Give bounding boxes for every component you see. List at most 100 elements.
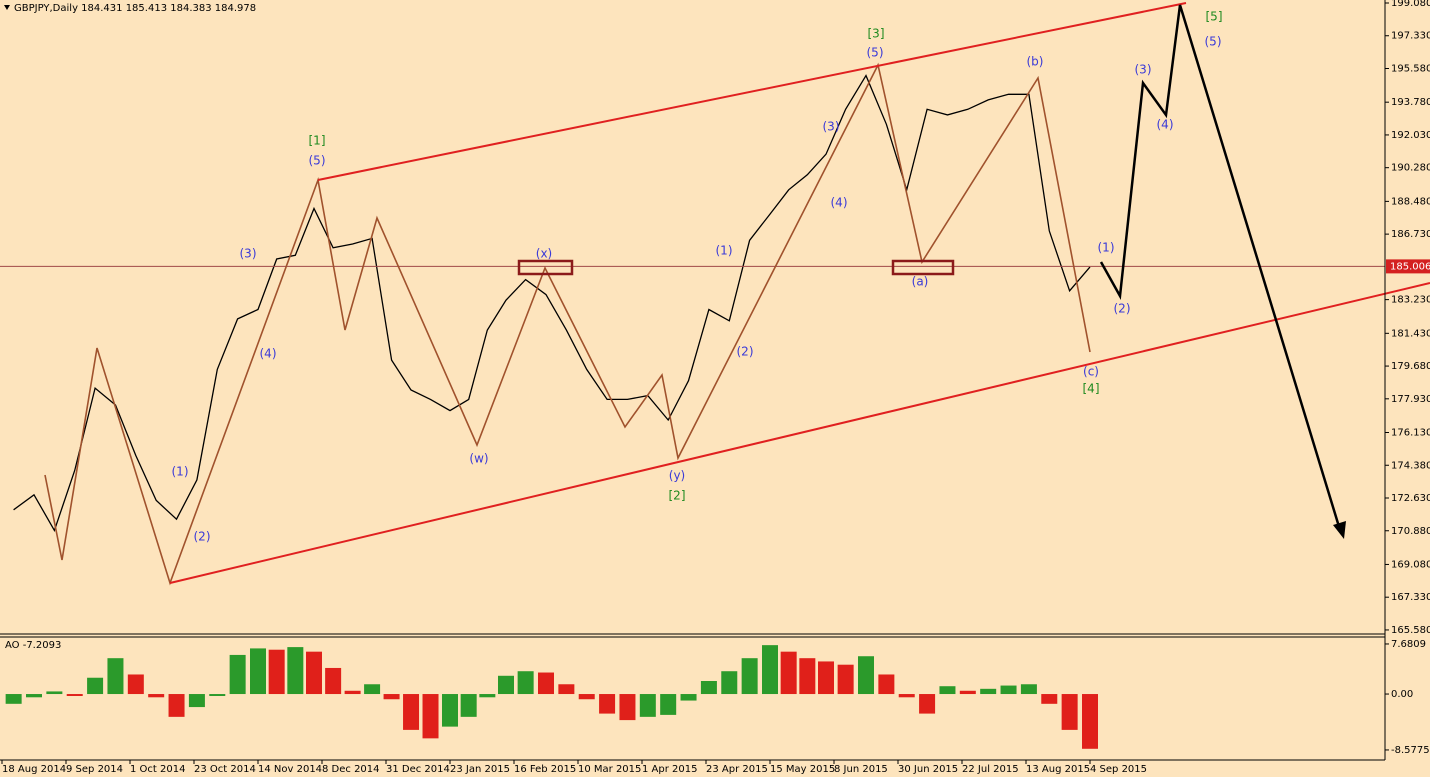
x-tick-label: 1 Oct 2014 xyxy=(130,764,185,775)
wave-label: (a) xyxy=(912,275,929,289)
ao-bar xyxy=(1082,694,1098,749)
x-tick-label: 4 Sep 2015 xyxy=(1090,764,1147,775)
y-tick-label: 197.330 xyxy=(1391,31,1430,42)
ao-bar xyxy=(209,694,226,696)
projection-path xyxy=(1099,4,1342,531)
y-tick-label: 181.430 xyxy=(1391,328,1430,339)
wave-label: (c) xyxy=(1083,365,1099,379)
ao-bar xyxy=(558,684,575,695)
ao-bar xyxy=(799,658,816,695)
y-tick-label: 167.330 xyxy=(1391,592,1430,603)
y-tick-label: -8.5775 xyxy=(1391,745,1430,756)
x-tick-label: 23 Jan 2015 xyxy=(450,764,510,775)
ao-bar xyxy=(538,672,554,695)
y-tick-label: 183.230 xyxy=(1391,295,1430,306)
y-tick-label: 170.880 xyxy=(1391,526,1430,537)
wave-label: (3) xyxy=(1135,63,1152,77)
wave-label: (2) xyxy=(737,345,754,359)
wave-label: (2) xyxy=(1114,302,1131,316)
ao-bar xyxy=(148,694,165,698)
ao-bar xyxy=(87,677,104,695)
ao-bar xyxy=(168,694,185,717)
zone-box xyxy=(517,259,574,276)
y-tick-label: 0.00 xyxy=(1391,689,1413,700)
ao-bar xyxy=(306,651,322,695)
channel-upper xyxy=(317,2,1187,181)
ao-bar xyxy=(660,694,677,715)
chart-title: GBPJPY,Daily 184.431 185.413 184.383 184… xyxy=(14,3,256,14)
ao-bar xyxy=(619,694,636,721)
ao-bar xyxy=(1000,685,1017,695)
ao-bar xyxy=(287,647,304,695)
wave-label: (5) xyxy=(1205,35,1222,49)
y-tick-label: 199.080 xyxy=(1391,0,1430,9)
wave-label: [3] xyxy=(868,27,885,41)
y-tick-label: 172.630 xyxy=(1391,493,1430,504)
y-tick-label: 190.280 xyxy=(1391,163,1430,174)
ao-bar xyxy=(250,648,266,695)
ao-bar xyxy=(403,694,420,730)
ao-bar xyxy=(680,694,697,701)
price-level-box xyxy=(1386,259,1430,274)
ao-bar xyxy=(498,675,514,695)
x-tick-label: 8 Jun 2015 xyxy=(834,764,888,775)
ao-bar xyxy=(741,658,758,695)
wave-label: (5) xyxy=(309,154,326,168)
ao-bar xyxy=(383,694,400,700)
y-tick-label: 176.130 xyxy=(1391,428,1430,439)
wave-label: (4) xyxy=(831,196,848,210)
ao-bar xyxy=(107,658,124,695)
ao-bar xyxy=(229,654,246,695)
ao-bar xyxy=(919,694,936,714)
x-tick-label: 1 Apr 2015 xyxy=(642,764,697,775)
ao-bar xyxy=(721,671,738,695)
wave-label: (b) xyxy=(1027,55,1044,69)
indicator-title: AO -7.2093 xyxy=(5,640,61,651)
wave-label: (y) xyxy=(669,469,685,483)
y-tick-label: 192.030 xyxy=(1391,130,1430,141)
x-tick-label: 15 May 2015 xyxy=(770,764,835,775)
wave-label: (w) xyxy=(469,452,488,466)
x-tick-label: 23 Apr 2015 xyxy=(706,764,768,775)
x-tick-label: 16 Feb 2015 xyxy=(514,764,576,775)
ao-bar xyxy=(364,684,381,695)
y-tick-label: 186.730 xyxy=(1391,229,1430,240)
wave-label: [1] xyxy=(309,134,326,148)
ao-bar xyxy=(127,674,144,695)
wave-label: (1) xyxy=(1098,241,1115,255)
y-tick-label: 179.680 xyxy=(1391,361,1430,372)
wave-label: (3) xyxy=(823,120,840,134)
zone-box xyxy=(891,259,955,276)
wave-label: (5) xyxy=(867,46,884,60)
ao-bar xyxy=(878,674,895,695)
wave-label: (3) xyxy=(240,247,257,261)
projection-arrowhead xyxy=(1333,521,1346,539)
menu-icon[interactable] xyxy=(4,5,10,10)
wave-zigzag xyxy=(44,62,1091,586)
channel-lower xyxy=(169,282,1430,584)
x-tick-label: 9 Sep 2014 xyxy=(66,764,123,775)
y-tick-label: 165.580 xyxy=(1391,625,1430,636)
x-tick-label: 10 Mar 2015 xyxy=(578,764,641,775)
x-tick-label: 8 Dec 2014 xyxy=(322,764,380,775)
ao-bar xyxy=(422,694,439,739)
y-tick-label: 188.480 xyxy=(1391,196,1430,207)
y-tick-label: 193.780 xyxy=(1391,97,1430,108)
y-tick-label: 7.6809 xyxy=(1391,639,1426,650)
ao-bar xyxy=(344,690,361,695)
price-line xyxy=(13,74,1091,532)
ao-bar xyxy=(517,671,534,695)
y-tick-label: 174.380 xyxy=(1391,460,1430,471)
ao-bar xyxy=(325,667,342,695)
ao-bar xyxy=(959,690,976,695)
wave-label: (2) xyxy=(194,530,211,544)
ao-bar xyxy=(939,686,956,695)
ao-bar xyxy=(1061,694,1078,730)
x-tick-label: 14 Nov 2014 xyxy=(258,764,322,775)
ao-bar xyxy=(780,651,797,695)
wave-label: (x) xyxy=(536,247,552,261)
wave-label: [4] xyxy=(1083,382,1100,396)
